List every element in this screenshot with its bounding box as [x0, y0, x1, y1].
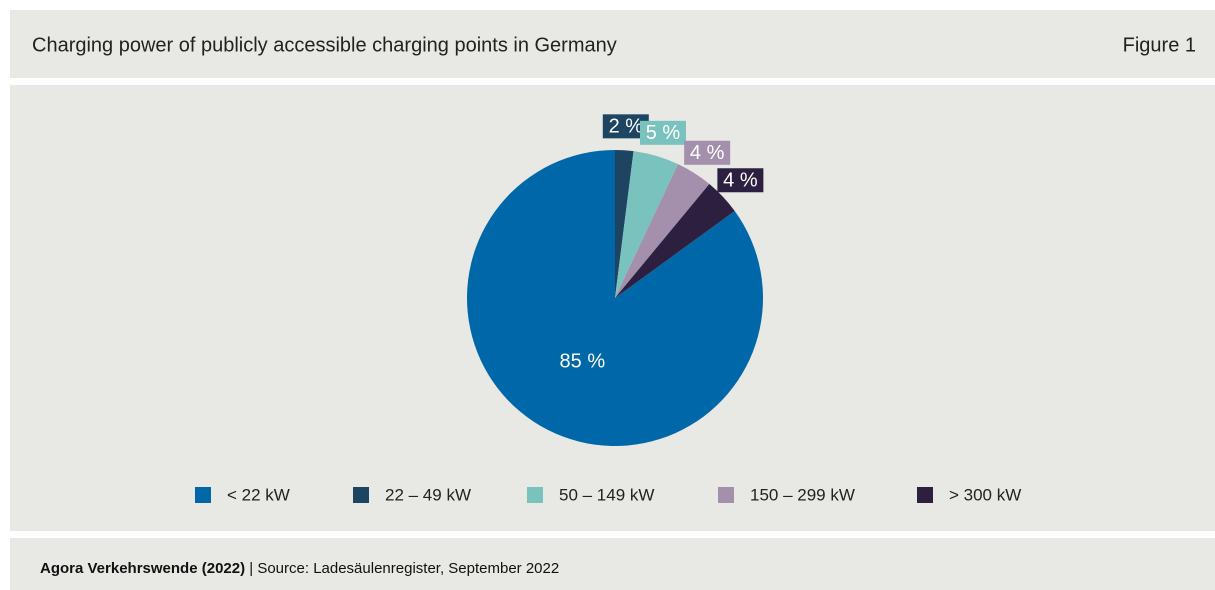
slice-label: 5 %	[646, 122, 681, 144]
legend-swatch	[195, 487, 211, 503]
figure-label: Figure 1	[1123, 34, 1196, 56]
legend-label: 50 – 149 kW	[559, 485, 654, 504]
legend-swatch	[353, 487, 369, 503]
pie-slice	[615, 183, 735, 298]
pie-slice	[615, 151, 679, 298]
legend-swatch	[917, 487, 933, 503]
legend-label: > 300 kW	[949, 485, 1021, 504]
chart-title: Charging power of publicly accessible ch…	[32, 34, 617, 56]
footer-source: | Source: Ladesäulenregister, September …	[249, 560, 559, 577]
header-panel	[10, 10, 1215, 78]
footer-text: Agora Verkehrswende (2022) | Source: Lad…	[40, 560, 559, 577]
slice-label-box	[639, 120, 686, 145]
slice-label: 4 %	[690, 142, 725, 164]
slice-label-box	[717, 168, 764, 193]
legend-label: 22 – 49 kW	[385, 485, 471, 504]
footer-panel	[10, 538, 1215, 590]
slice-label: 4 %	[723, 170, 758, 192]
pie-slice	[615, 164, 710, 298]
legend-label: < 22 kW	[227, 485, 290, 504]
legend-label: 150 – 299 kW	[750, 485, 855, 504]
legend-swatch	[718, 487, 734, 503]
slice-label: 2 %	[609, 116, 644, 138]
footer-author: Agora Verkehrswende (2022)	[40, 560, 245, 577]
pie-slice	[615, 150, 634, 298]
slice-label-box	[684, 140, 731, 165]
legend-swatch	[527, 487, 543, 503]
slice-label: 85 %	[560, 350, 606, 372]
